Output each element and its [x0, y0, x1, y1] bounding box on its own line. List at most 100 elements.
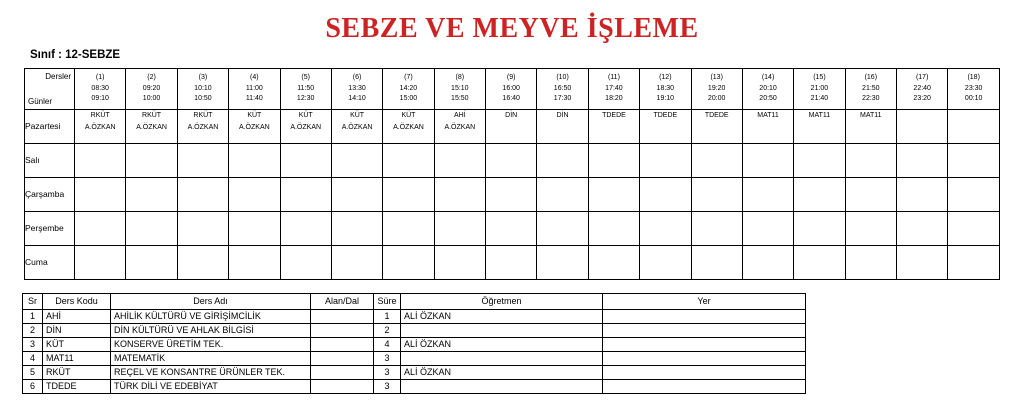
day-label: Çarşamba: [24, 176, 75, 212]
schedule-cell: DİN: [536, 108, 589, 144]
course-cell: 3: [373, 350, 401, 366]
course-cell: 6: [22, 378, 43, 394]
course-cell: 4: [22, 350, 43, 366]
day-label: Salı: [24, 142, 75, 178]
schedule-cell: [382, 210, 435, 246]
course-cell: [310, 322, 374, 338]
course-cell: 2: [373, 322, 401, 338]
day-row-4: Perşembe: [24, 210, 1000, 246]
period-header-18: (18) 23:30 00:10: [947, 67, 1000, 110]
period-header-14: (14) 20:10 20:50: [741, 67, 795, 110]
schedule-cell: [536, 210, 589, 246]
schedule-cell: TDEDE: [639, 108, 692, 144]
schedule-cell: [176, 244, 230, 280]
course-row-1: 1 AHİ AHİLİK KÜLTÜRÜ VE GİRİŞİMCİLİK 1 ALİ Ö…: [22, 308, 806, 324]
schedule-cell: MAT11: [793, 108, 846, 144]
course-cell: [602, 378, 806, 394]
course-cell: ALİ ÖZKAN: [400, 336, 603, 352]
period-header-2: (2) 09:20 10:00: [125, 67, 178, 110]
schedule-cell: [690, 244, 743, 280]
course-row-2: 2 DİN DİN KÜLTÜRÜ VE AHLAK BİLGİSİ 2: [22, 322, 806, 338]
schedule-cell: [330, 142, 384, 178]
period-header-8: (8) 15:10 15:50: [433, 67, 487, 110]
period-header-3: (3) 10:10 10:50: [176, 67, 230, 110]
period-header-9: (9) 16:00 16:40: [484, 67, 538, 110]
day-label: Pazartesi: [24, 108, 75, 144]
schedule-cell: [73, 142, 127, 178]
schedule-cell: [176, 176, 230, 212]
schedule-cell: [433, 210, 487, 246]
day-row-2: Salı: [24, 142, 1000, 178]
course-col-header: Öğretmen: [400, 292, 603, 310]
schedule-cell: [125, 176, 178, 212]
schedule-cell: [947, 210, 1000, 246]
schedule-cell: [639, 176, 692, 212]
schedule-cell: [895, 108, 949, 144]
schedule-cell: MAT11: [741, 108, 795, 144]
schedule-cell: [433, 176, 487, 212]
course-cell: MATEMATİK: [110, 350, 311, 366]
schedule-cell: KÜT A.ÖZKAN: [330, 108, 384, 144]
course-col-header: Yer: [602, 292, 806, 310]
schedule-cell: [279, 244, 332, 280]
course-cell: 5: [22, 364, 43, 380]
schedule-cell: [895, 176, 949, 212]
period-header-17: (17) 22:40 23:20: [895, 67, 949, 110]
schedule-cell: [741, 244, 795, 280]
schedule-cell: [73, 176, 127, 212]
course-cell: MAT11: [42, 350, 111, 366]
period-header-11: (11) 17:40 18:20: [587, 67, 641, 110]
schedule-grid: Dersler Günler (1) 08:30 09:10 (2) 09:20 10:0…: [24, 67, 1000, 280]
course-row-4: 4 MAT11 MATEMATİK 3: [22, 350, 806, 366]
schedule-cell: [228, 142, 281, 178]
schedule-cell: [228, 210, 281, 246]
corner-cell: Dersler Günler: [24, 67, 75, 110]
schedule-cell: [793, 210, 846, 246]
schedule-cell: KÜT A.ÖZKAN: [228, 108, 281, 144]
schedule-cell: [228, 176, 281, 212]
course-row-6: 6 TDEDE TÜRK DİLİ VE EDEBİYAT 3: [22, 378, 806, 394]
schedule-cell: [947, 176, 1000, 212]
schedule-cell: [587, 210, 641, 246]
schedule-cell: [125, 210, 178, 246]
schedule-cell: [536, 142, 589, 178]
course-cell: [310, 336, 374, 352]
course-row-3: 3 KÜT KONSERVE ÜRETİM TEK. 4 ALİ ÖZKAN: [22, 336, 806, 352]
schedule-cell: [690, 210, 743, 246]
course-cell: [310, 378, 374, 394]
course-cell: REÇEL VE KONSANTRE ÜRÜNLER TEK.: [110, 364, 311, 380]
schedule-cell: RKÜT A.ÖZKAN: [125, 108, 178, 144]
course-cell: ALİ ÖZKAN: [400, 308, 603, 324]
schedule-cell: [484, 244, 538, 280]
day-row-1: Pazartesi RKÜT A.ÖZKAN RKÜT A.ÖZKAN RKÜT A.ÖZK…: [24, 108, 1000, 144]
schedule-cell: [176, 142, 230, 178]
course-cell: [310, 308, 374, 324]
course-cell: 1: [373, 308, 401, 324]
period-header-5: (5) 11:50 12:30: [279, 67, 332, 110]
schedule-cell: [895, 244, 949, 280]
schedule-cell: RKÜT A.ÖZKAN: [176, 108, 230, 144]
period-header-15: (15) 21:00 21:40: [793, 67, 846, 110]
period-header-4: (4) 11:00 11:40: [228, 67, 281, 110]
schedule-cell: [176, 210, 230, 246]
period-header-1: (1) 08:30 09:10: [73, 67, 127, 110]
course-cell: KÜT: [42, 336, 111, 352]
course-table: Sr Ders Kodu Ders Adı Alan/Dal Süre Öğretmen Y…: [22, 292, 806, 394]
course-cell: ALİ ÖZKAN: [400, 364, 603, 380]
period-header-16: (16) 21:50 22:30: [844, 67, 898, 110]
period-header-13: (13) 19:20 20:00: [690, 67, 743, 110]
schedule-cell: [279, 142, 332, 178]
schedule-cell: [947, 244, 1000, 280]
schedule-cell: DİN: [484, 108, 538, 144]
day-label: Perşembe: [24, 210, 75, 246]
schedule-cell: [947, 108, 1000, 144]
schedule-cell: [587, 244, 641, 280]
schedule-cell: [382, 142, 435, 178]
schedule-cell: [895, 142, 949, 178]
course-cell: [602, 308, 806, 324]
schedule-cell: [484, 142, 538, 178]
schedule-cell: [793, 244, 846, 280]
course-cell: DİN KÜLTÜRÜ VE AHLAK BİLGİSİ: [110, 322, 311, 338]
schedule-cell: [690, 142, 743, 178]
